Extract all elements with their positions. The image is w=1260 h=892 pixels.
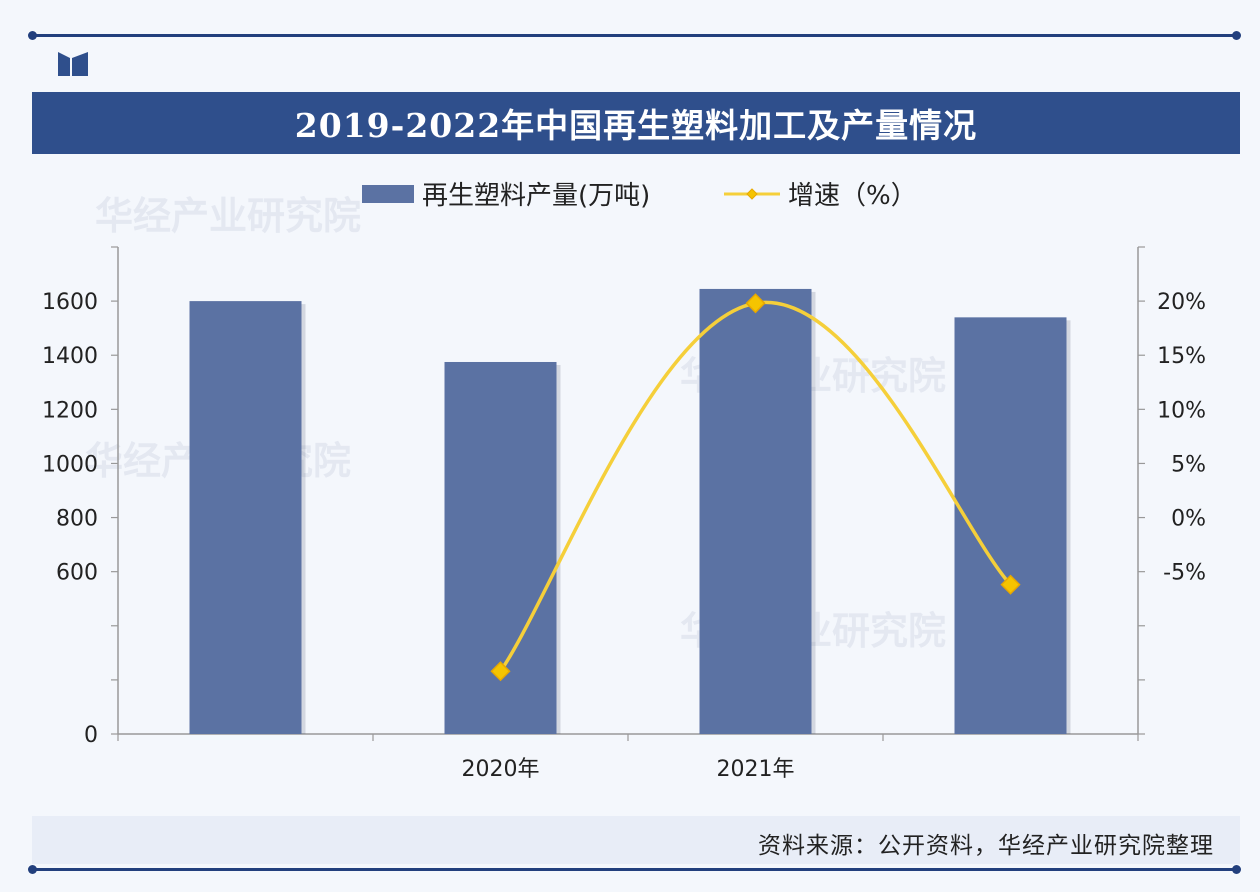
x-tick-label: 2020年 xyxy=(462,757,540,782)
chart-title: 2019-2022年中国再生塑料加工及产量情况 xyxy=(32,92,1240,154)
y-right-tick-label: 10% xyxy=(1157,398,1206,423)
y-left-tick-label: 600 xyxy=(56,561,98,586)
x-tick-label: 2021年 xyxy=(717,757,795,782)
bottom-border-line xyxy=(32,868,1240,871)
y-left-tick-label: 1200 xyxy=(42,398,98,423)
y-left-tick-label: 1000 xyxy=(42,452,98,477)
y-right-tick-label: 20% xyxy=(1157,290,1206,315)
bottom-border-dot-right xyxy=(1232,865,1241,874)
growth-marker xyxy=(1000,574,1021,595)
source-footer-bg xyxy=(32,816,1240,864)
top-border-line xyxy=(32,34,1240,37)
legend-bar-label: 再生塑料产量(万吨) xyxy=(422,181,651,211)
y-left-tick-label: 800 xyxy=(56,507,98,532)
legend-line-label: 增速（%） xyxy=(788,181,917,211)
legend-line-swatch xyxy=(724,187,780,200)
bar xyxy=(189,301,302,734)
y-left-tick-label: 0 xyxy=(84,723,98,748)
y-left-tick-label: 1400 xyxy=(42,344,98,369)
brand-logo-icon xyxy=(58,52,88,76)
top-border-dot-left xyxy=(28,31,37,40)
chart-legend: 再生塑料产量(万吨) 增速（%） xyxy=(0,175,1260,215)
legend-bar-swatch xyxy=(362,184,414,203)
top-border-dot-right xyxy=(1232,31,1241,40)
y-right-tick-label: 15% xyxy=(1157,344,1206,369)
y-right-tick-label: 0% xyxy=(1171,507,1206,532)
y-right-tick-label: -5% xyxy=(1163,561,1206,586)
y-right-tick-label: 5% xyxy=(1171,452,1206,477)
legend-item-bar: 再生塑料产量(万吨) xyxy=(362,175,650,212)
bottom-border-dot-left xyxy=(28,865,37,874)
growth-marker xyxy=(745,293,766,314)
legend-item-line: 增速（%） xyxy=(724,175,917,212)
growth-marker xyxy=(490,661,511,682)
source-note: 资料来源：公开资料，华经产业研究院整理 xyxy=(758,833,1214,859)
y-left-tick-label: 1600 xyxy=(42,290,98,315)
bar xyxy=(699,288,812,734)
bar xyxy=(954,317,1067,734)
